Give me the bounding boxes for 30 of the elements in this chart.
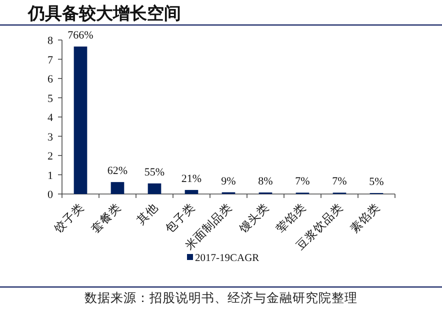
data-label: 766% (68, 30, 94, 42)
y-tick-label: 7 (48, 54, 54, 66)
data-label: 62% (107, 165, 128, 178)
bar (110, 182, 124, 194)
legend: 2017-19CAGR (187, 253, 260, 264)
chart-title: 仍具备较大增长空间 (27, 4, 181, 24)
y-tick-label: 8 (48, 35, 54, 47)
y-tick-label: 1 (48, 170, 53, 182)
data-label: 21% (181, 172, 202, 185)
y-tick-label: 6 (48, 74, 54, 86)
bar (148, 183, 162, 194)
x-tick-label: 套餐类 (88, 200, 124, 236)
data-label: 5% (369, 176, 384, 188)
source-note: 数据来源：招股说明书、经济与金融研究院整理 (84, 290, 358, 305)
data-label: 7% (332, 176, 347, 188)
bar (184, 190, 198, 194)
data-label: 7% (295, 176, 310, 188)
x-tick-label: 馒头类 (236, 200, 272, 236)
x-tick-label: 其他 (134, 200, 161, 228)
y-tick-label: 4 (48, 112, 54, 124)
bar (74, 46, 88, 194)
y-tick-label: 3 (48, 131, 54, 144)
data-label: 8% (258, 175, 273, 188)
y-tick-label: 0 (48, 189, 54, 201)
y-tick-label: 5 (48, 92, 54, 105)
x-tick-label: 素馅类 (347, 200, 383, 236)
data-label: 55% (144, 166, 165, 178)
x-tick-label: 饺子类 (50, 200, 87, 236)
data-label: 9% (221, 175, 236, 188)
y-tick-label: 2 (48, 150, 53, 162)
